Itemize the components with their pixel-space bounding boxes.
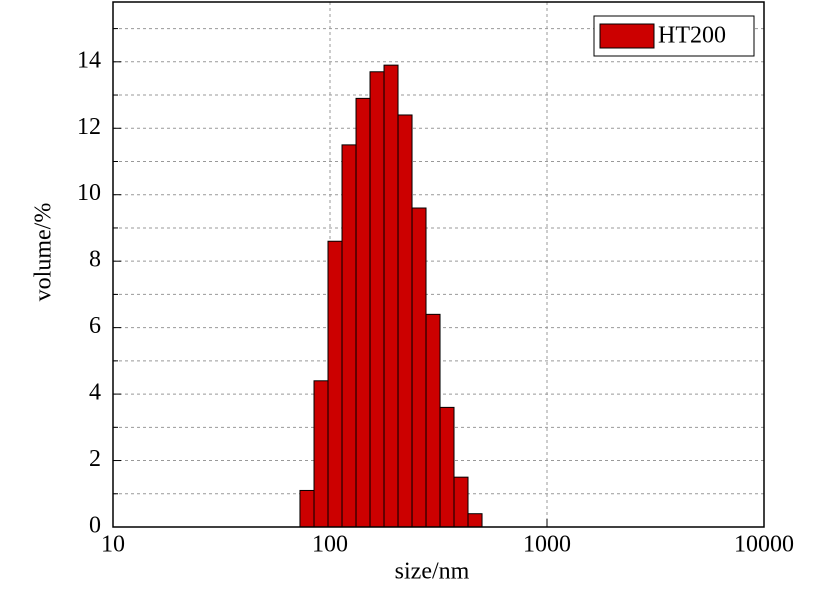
bar (425, 313, 441, 528)
bar (327, 240, 343, 528)
y-axis-label: volume/% (31, 203, 57, 302)
x-tick-label: 100 (312, 532, 348, 558)
legend-swatch (599, 23, 655, 49)
y-tick-label: 12 (77, 114, 101, 140)
legend-label: HT200 (658, 23, 726, 49)
x-tick-label: 10 (101, 532, 125, 558)
plot-frame (112, 1, 765, 528)
bar (411, 207, 427, 528)
y-tick-label: 4 (89, 380, 101, 406)
bar (369, 71, 385, 528)
y-tick-label: 10 (77, 180, 101, 206)
bar (453, 476, 469, 528)
bar (383, 64, 399, 528)
y-tick-label: 6 (89, 313, 101, 339)
bar (439, 406, 455, 528)
bar (313, 380, 329, 528)
x-tick-label: 1000 (523, 532, 571, 558)
bar (397, 114, 413, 528)
bar (355, 97, 371, 528)
y-tick-label: 0 (89, 513, 101, 539)
bar (341, 144, 357, 528)
x-axis-label: size/nm (395, 559, 470, 585)
x-tick-label: 10000 (734, 532, 794, 558)
bar (467, 513, 483, 528)
y-tick-label: 8 (89, 247, 101, 273)
y-tick-label: 14 (77, 47, 101, 73)
bar (299, 489, 315, 528)
y-tick-label: 2 (89, 446, 101, 472)
